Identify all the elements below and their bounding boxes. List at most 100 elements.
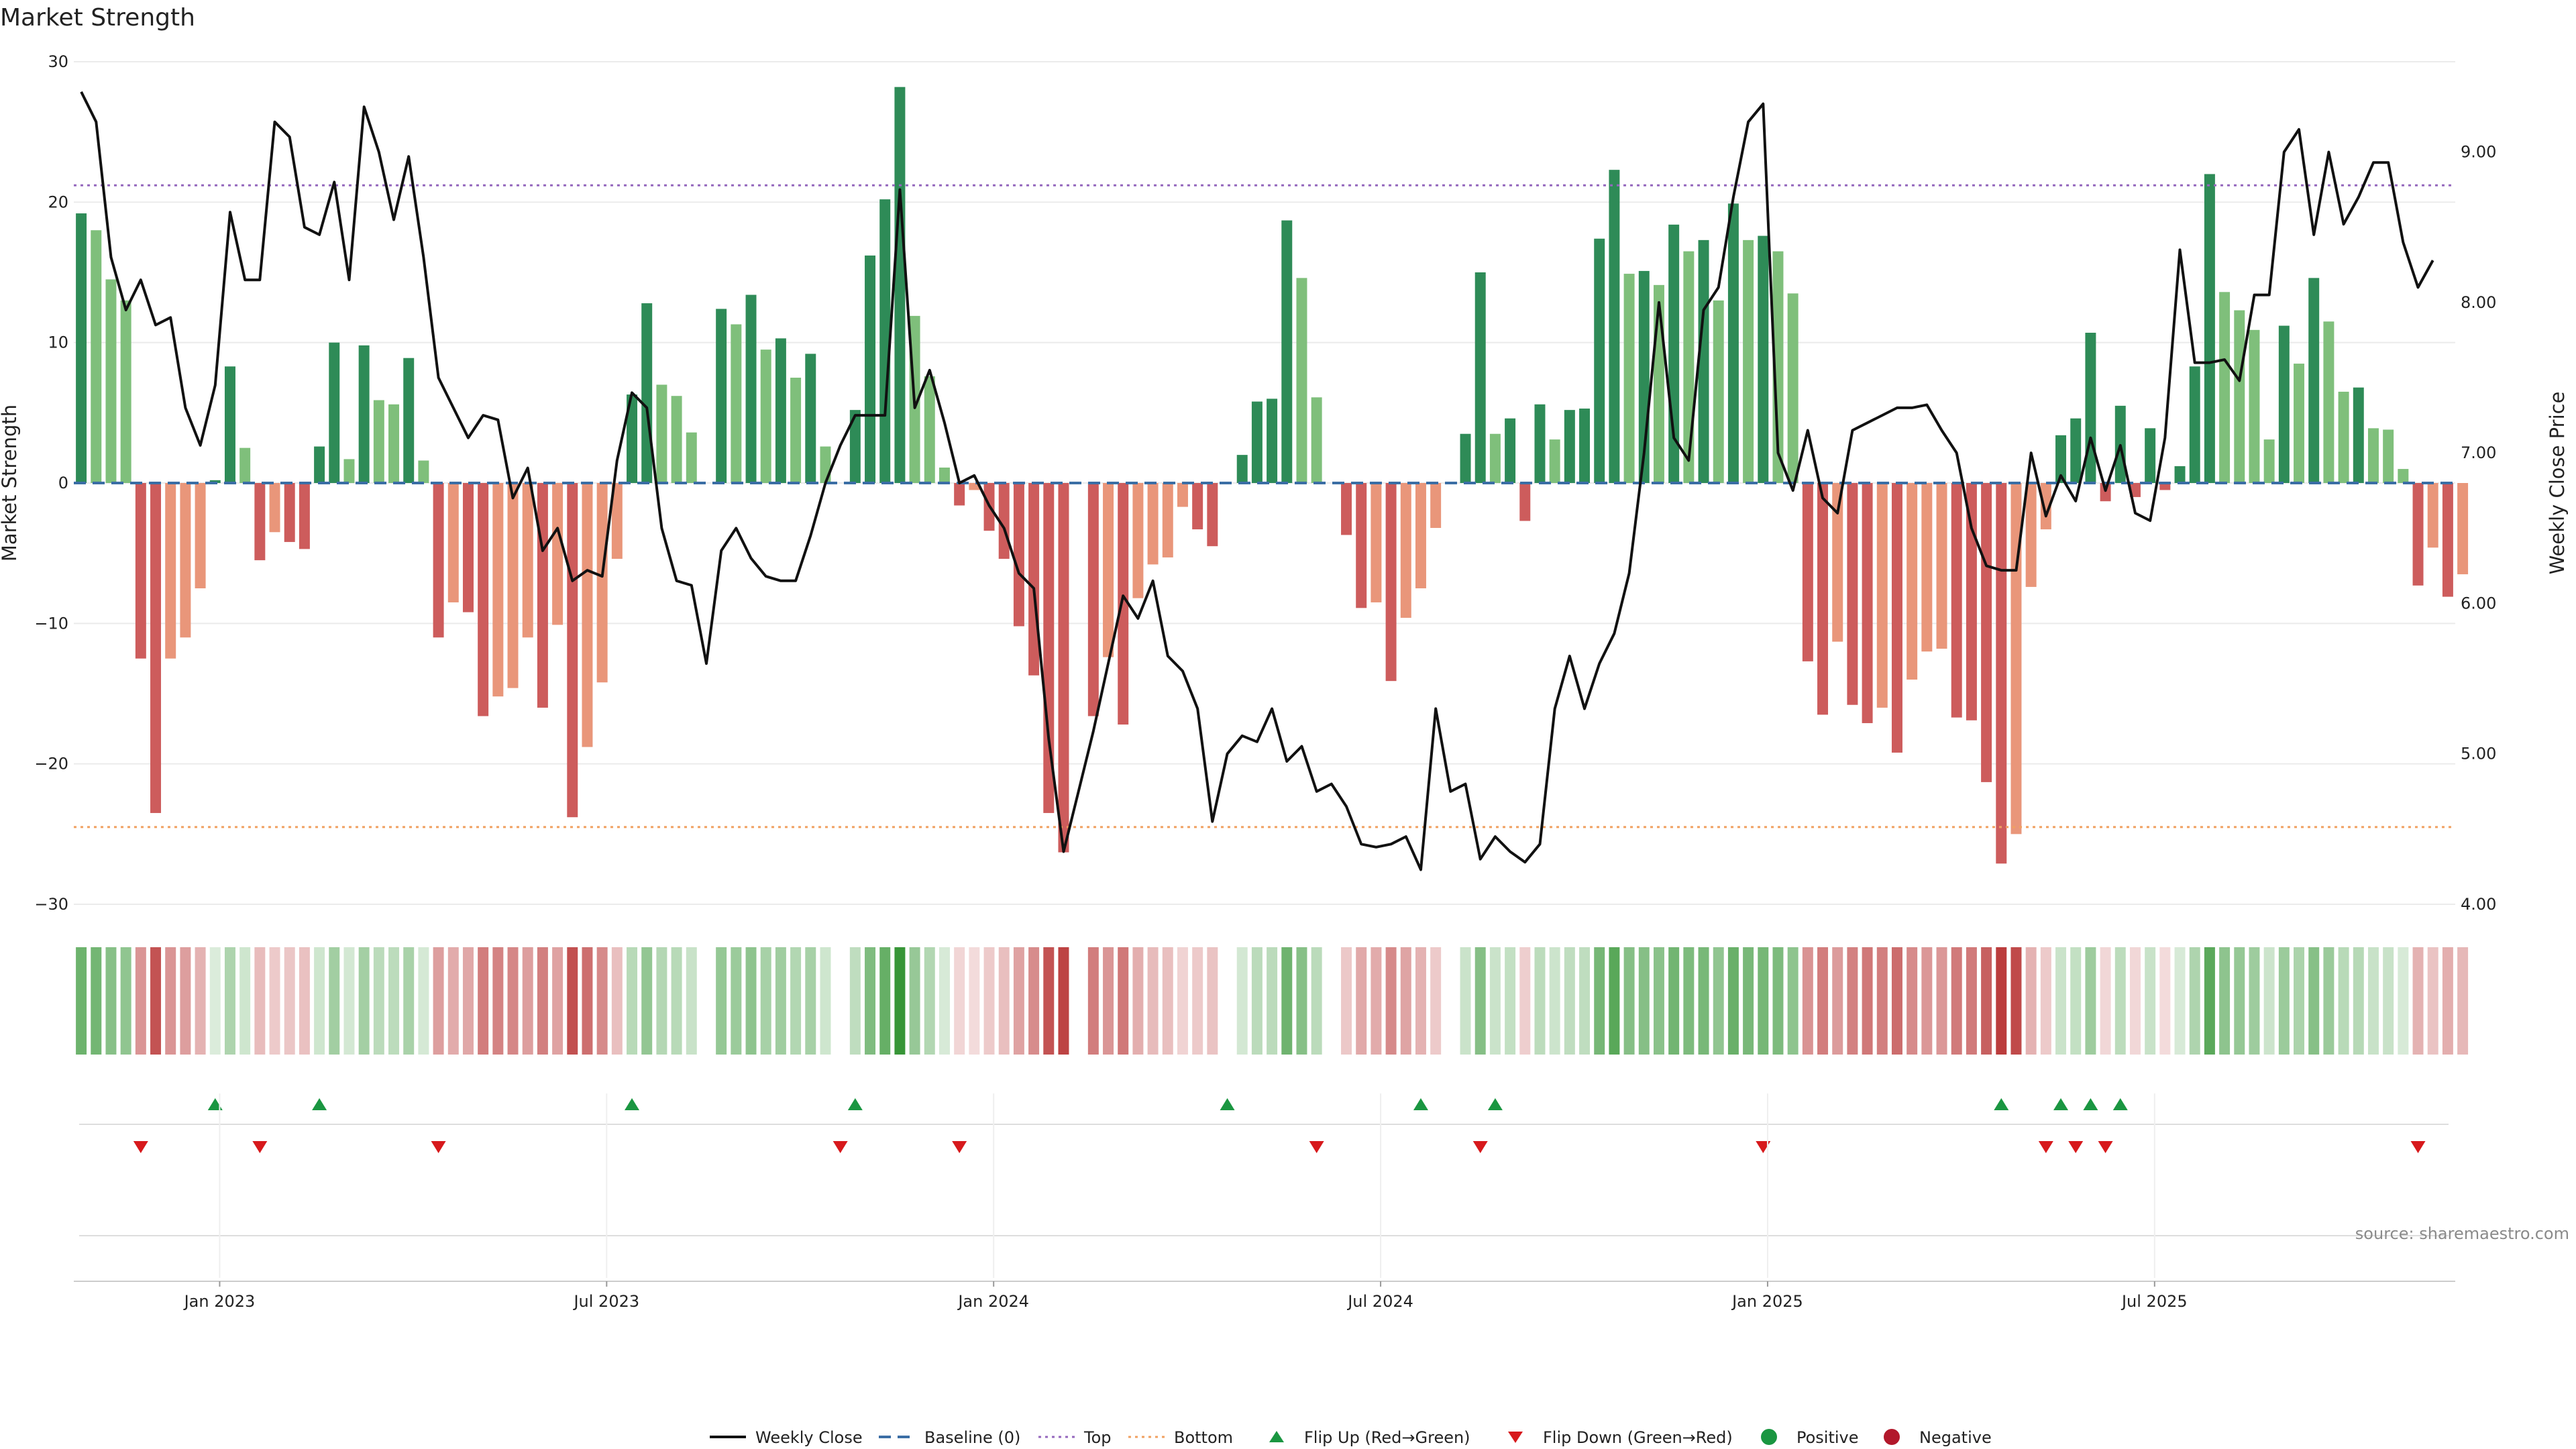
legend-label: Top <box>1083 1428 1112 1447</box>
date-axis: Jan 2023 Jul 2023 Jan 2024 Jul 2024 Jan 2025… <box>74 1093 2455 1311</box>
strength-bar <box>2323 321 2334 483</box>
flip-down-marker <box>431 1141 446 1153</box>
heat-cell <box>1489 947 1501 1055</box>
heat-cell <box>627 947 638 1055</box>
strength-bar <box>775 338 786 483</box>
flip-up-marker <box>1413 1098 1428 1110</box>
strength-bar <box>329 342 340 483</box>
strength-bar <box>1787 293 1799 483</box>
heat-cell <box>373 947 384 1055</box>
legend: Weekly Close Baseline (0) Top Bottom Flip Up… <box>710 1428 1992 1447</box>
strength-bar <box>1579 409 1591 483</box>
strength-bar <box>1400 483 1411 618</box>
heat-cell <box>1177 947 1188 1055</box>
strength-bar <box>537 483 548 708</box>
heat-cell <box>894 947 906 1055</box>
strength-bar <box>1058 483 1069 853</box>
x-tick-label: Jul 2025 <box>2121 1292 2188 1311</box>
heat-cell <box>1653 947 1664 1055</box>
x-tick-label: Jan 2025 <box>1731 1292 1803 1311</box>
strength-bar <box>2338 391 2349 483</box>
strength-bar <box>1817 483 1829 715</box>
strength-bar <box>2145 428 2156 483</box>
flip-up-marker <box>2112 1098 2128 1110</box>
strength-bar <box>1430 483 1442 528</box>
strength-bar <box>2427 483 2438 548</box>
strength-bar <box>969 483 980 490</box>
strength-bar <box>2249 329 2260 483</box>
legend-label: Flip Up (Red→Green) <box>1304 1428 1470 1447</box>
heat-cell <box>1727 947 1739 1055</box>
heat-cell <box>983 947 995 1055</box>
strength-bar <box>2367 428 2379 483</box>
flip-down-marker <box>952 1141 967 1153</box>
strength-bar <box>343 459 355 483</box>
heat-cell <box>1758 947 1769 1055</box>
strength-bar <box>894 87 906 483</box>
x-tick-label: Jan 2023 <box>183 1292 256 1311</box>
heat-cell <box>2367 947 2379 1055</box>
heat-cell <box>969 947 980 1055</box>
heat-cell <box>2025 947 2037 1055</box>
strength-bar <box>507 483 519 688</box>
strength-bar <box>165 483 176 659</box>
heat-cell <box>537 947 548 1055</box>
strength-bar <box>1474 272 1486 483</box>
heat-cell <box>2427 947 2438 1055</box>
strength-bar <box>120 300 131 483</box>
strength-bar <box>2263 439 2275 483</box>
strength-bar <box>1028 483 1040 676</box>
strength-bar <box>1103 483 1114 657</box>
strength-bar <box>2070 418 2082 483</box>
flip-down-marker <box>2410 1141 2426 1153</box>
strength-bar <box>358 345 370 483</box>
strength-bar <box>2100 483 2111 502</box>
heat-cell <box>1623 947 1635 1055</box>
strength-bar <box>1013 483 1024 627</box>
strength-bar <box>1772 251 1784 483</box>
strength-bar <box>2055 435 2067 483</box>
heat-cell <box>2159 947 2171 1055</box>
heat-cell <box>284 947 295 1055</box>
heat-cell <box>1192 947 1203 1055</box>
strength-bar <box>1162 483 1173 557</box>
strength-bar <box>1981 483 1992 782</box>
strength-bar <box>716 309 727 483</box>
heat-cell <box>701 947 712 1055</box>
strength-bar <box>1758 235 1769 483</box>
heat-cell <box>239 947 251 1055</box>
heat-cell <box>671 947 682 1055</box>
heat-cell <box>195 947 206 1055</box>
heat-cell <box>492 947 504 1055</box>
strength-bar <box>879 199 891 483</box>
heat-cell <box>745 947 757 1055</box>
heat-cell <box>150 947 162 1055</box>
legend-label: Negative <box>1919 1428 1992 1447</box>
heat-cell <box>1400 947 1411 1055</box>
heat-cell <box>596 947 608 1055</box>
strength-bar <box>2025 483 2037 587</box>
heat-cell <box>641 947 653 1055</box>
strength-bar <box>1519 483 1531 521</box>
flip-up-marker <box>1220 1098 1235 1110</box>
strength-bar <box>1727 203 1739 483</box>
strength-bar <box>2353 387 2364 483</box>
heat-cell <box>462 947 474 1055</box>
heat-cell <box>2249 947 2260 1055</box>
x-tick-label: Jul 2024 <box>1346 1292 1413 1311</box>
strength-bar <box>1534 404 1546 483</box>
strength-bar <box>760 350 771 483</box>
y-tick-left: −20 <box>34 755 68 773</box>
legend-swatch-circle <box>1761 1429 1777 1445</box>
strength-bar <box>1415 483 1426 588</box>
strength-bar <box>641 303 653 483</box>
heat-cell <box>2114 947 2126 1055</box>
heat-cell <box>938 947 950 1055</box>
flip-up-marker <box>2053 1098 2069 1110</box>
strength-bar <box>1505 418 1516 483</box>
strength-bar <box>373 400 384 483</box>
heat-cell <box>1609 947 1620 1055</box>
heat-cell <box>76 947 87 1055</box>
heat-cell <box>760 947 771 1055</box>
